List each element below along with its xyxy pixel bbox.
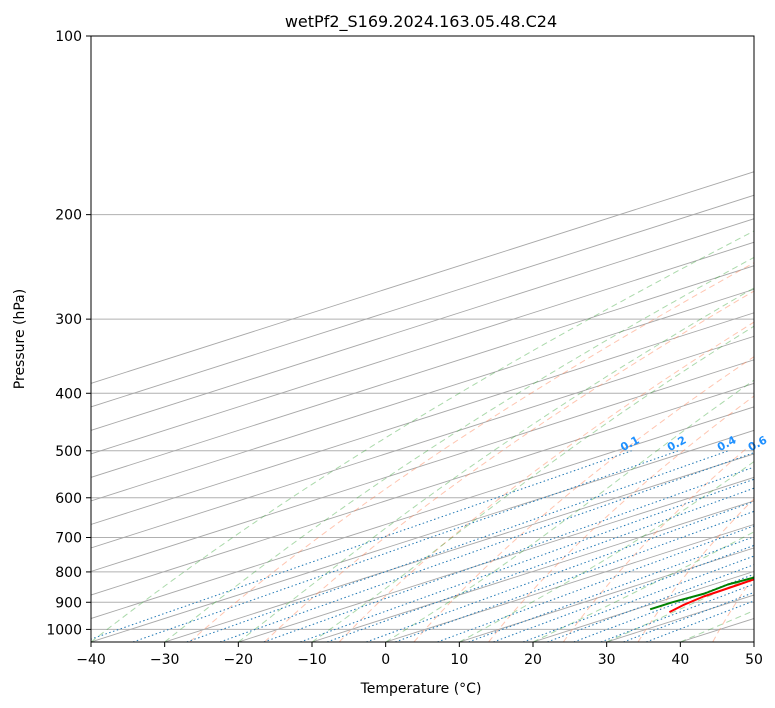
mixing-ratio-line [366,500,754,642]
mixing-ratio-line [132,450,679,642]
dry-adiabat-line [413,356,754,642]
x-tick-label: −40 [76,652,106,668]
x-tick-label: 20 [524,652,542,668]
y-tick-label: 200 [55,208,82,224]
isotherm-line [91,194,754,408]
dry-adiabat-line [264,290,754,642]
dry-adiabat-line [189,262,754,642]
isotherm-line [91,406,754,619]
y-tick-label: 900 [55,595,82,611]
y-tick-label: 800 [55,565,82,581]
x-tick-label: 0 [381,652,390,668]
isotherm-line [164,453,754,642]
x-tick-label: −20 [224,652,254,668]
y-tick-label: 600 [55,491,82,507]
mixing-ratio-line [91,450,632,640]
moist-adiabat-line [680,610,754,642]
mixing-ratio-line [326,487,754,642]
moist-adiabat-line [532,531,754,642]
moist-adiabat-line [238,287,754,642]
moist-adiabat-line [311,325,754,642]
mixing-ratio-line [437,525,754,642]
isotherm-line [91,429,754,642]
x-tick-label: −30 [150,652,180,668]
dewpoint-profile-line [649,576,754,611]
plot-frame [90,35,755,643]
temperature-profile-line [668,578,754,613]
axes: −40 −30 −20 −10 0 10 20 30 40 50 100 200 300 400 500 60… [46,29,763,668]
isotherm-line [91,265,754,478]
moist-adiabat-line [606,575,754,642]
dry-adiabat-line [562,441,754,642]
y-tick-label: 1000 [46,622,82,638]
x-tick-label: 30 [598,652,616,668]
isotherm-line [91,382,754,596]
mixing-ratio-line [493,544,754,642]
mixing-ratio-line [219,452,754,642]
isotherm-line [238,476,754,642]
x-tick-label: 40 [671,652,689,668]
x-tick-label: −10 [297,652,327,668]
isotherm-line [91,335,754,549]
plot-area [91,36,754,642]
dry-adiabat-line [338,321,754,642]
y-tick-label: 300 [55,312,82,328]
isotherm-line [91,288,754,502]
isotherm-line [532,570,754,642]
isotherm-line [753,641,754,642]
y-tick-label: 500 [55,444,82,460]
mixing-ratio-line [468,536,754,642]
mixing-ratio-line [547,564,754,642]
isotherm-line [311,500,754,642]
isotherm-line [91,218,754,431]
moist-adiabat-line [91,230,754,642]
chart-title: wetPf2_S169.2024.163.05.48.C24 [285,12,557,32]
isotherm-line [385,523,754,642]
mixing-ratio-line [186,450,729,642]
isotherm-line [606,594,754,642]
mixing-ratio-line [646,600,754,642]
y-tick-label: 100 [55,29,82,45]
x-tick-label: 10 [450,652,468,668]
x-tick-label: 50 [745,652,763,668]
moist-adiabat-line [164,256,754,642]
y-tick-label: 400 [55,386,82,402]
moist-adiabat-line [459,460,754,642]
y-tick-label: 700 [55,531,82,547]
moist-adiabat-line [385,379,754,642]
mixing-ratio-line [395,510,754,642]
x-axis-label: Temperature (°C) [360,681,482,697]
isotherm-line [91,312,754,525]
dry-adiabat-line [488,395,754,642]
isotherm-line [91,241,754,455]
y-axis-label: Pressure (hPa) [12,289,28,389]
isotherm-line [91,359,754,572]
isotherm-line [91,171,754,384]
mixing-ratio-label: 0.6 [746,433,770,454]
